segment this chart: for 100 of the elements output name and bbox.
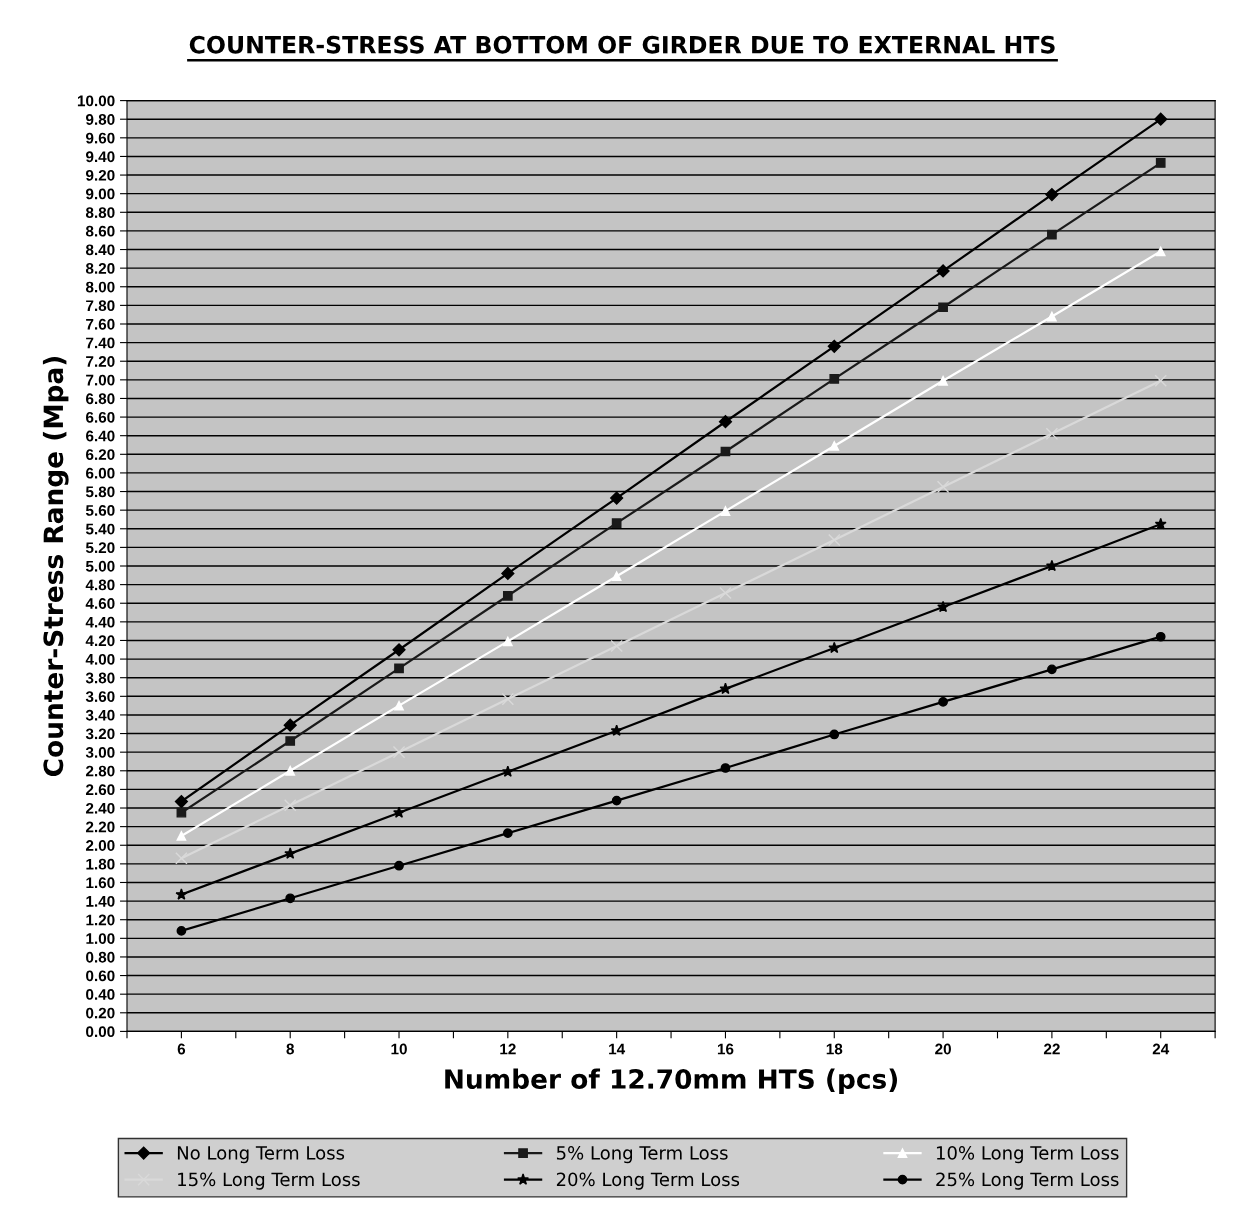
point [1045, 559, 1058, 572]
point [283, 718, 297, 732]
point [719, 586, 732, 600]
point [829, 374, 840, 384]
x-tick-label: 18 [826, 1043, 843, 1055]
point [611, 518, 622, 529]
point [829, 729, 840, 740]
y-tick-label: 7.80 [86, 300, 115, 312]
y-tick-label: 4.60 [85, 598, 115, 609]
point [610, 491, 624, 505]
y-tick-label: 1.60 [86, 877, 115, 889]
y-tick-label: 5.00 [85, 560, 115, 572]
point [176, 807, 187, 818]
y-tick-label: 5.60 [85, 505, 115, 516]
chart-title: COUNTER-STRESS AT BOTTOM OF GIRDER DUE TO EXTERNAL HTS [189, 35, 1055, 54]
y-tick-label: 1.00 [86, 933, 115, 945]
y-tick-label: 2.00 [85, 840, 115, 851]
point [175, 852, 188, 865]
legend-label: 20% Long Term Loss [556, 1172, 740, 1190]
y-tick-label: 6.20 [86, 449, 115, 460]
y-tick-label: 9.00 [85, 188, 115, 200]
y-tick-label: 6.40 [86, 430, 115, 442]
point [1155, 246, 1166, 257]
y-tick-label: 3.60 [85, 691, 115, 703]
point [502, 590, 513, 601]
y-tick-label: 0.80 [86, 951, 115, 963]
y-tick-label: 8.80 [85, 207, 115, 218]
y-tick-label: 10.00 [77, 95, 115, 107]
point [394, 700, 404, 711]
point [1154, 374, 1167, 388]
y-tick-label: 3.40 [85, 709, 115, 721]
legend-label: 25% Long Term Loss [936, 1172, 1119, 1190]
point [938, 375, 948, 386]
point [176, 831, 187, 841]
y-tick-label: 0.40 [86, 989, 115, 1000]
y-tick-label: 9.60 [85, 132, 115, 144]
y-tick-label: 8.20 [85, 263, 115, 274]
point [502, 828, 513, 839]
point [285, 736, 296, 746]
point [828, 533, 841, 547]
y-tick-label: 9.20 [85, 169, 115, 181]
point [611, 571, 622, 582]
y-tick-label: 0.20 [86, 1007, 115, 1019]
y-tick-label: 2.40 [85, 802, 115, 814]
y-tick-label: 3.20 [85, 728, 115, 740]
y-tick-label: 8.60 [85, 225, 115, 237]
y-tick-label: 3.00 [85, 747, 115, 758]
y-tick-label: 0.00 [86, 1026, 115, 1038]
x-axis-title: Number of 12.70mm HTS (pcs) [445, 1068, 898, 1095]
y-tick-label: 5.20 [85, 542, 115, 554]
legend-label: No Long Term Loss [177, 1146, 345, 1164]
point [1154, 112, 1168, 126]
x-tick-label: 20 [935, 1043, 951, 1055]
x-tick-label: 24 [1152, 1043, 1170, 1055]
point [610, 724, 623, 736]
point [285, 893, 296, 904]
y-tick-label: 8.40 [85, 244, 115, 256]
y-tick-label: 2.20 [85, 821, 115, 833]
point [394, 663, 404, 674]
y-tick-label: 6.60 [86, 411, 115, 423]
point [937, 600, 950, 613]
point [501, 692, 515, 706]
point [938, 697, 948, 707]
y-tick-label: 2.60 [85, 784, 115, 796]
y-tick-label: 3.80 [85, 672, 115, 684]
point [718, 415, 733, 429]
point [719, 682, 732, 695]
point [1045, 427, 1059, 441]
point [610, 639, 623, 653]
y-tick-label: 7.40 [86, 337, 115, 349]
y-tick-label: 6.80 [86, 393, 115, 405]
point [285, 765, 296, 776]
point [936, 480, 950, 494]
x-tick-label: 10 [391, 1043, 407, 1055]
y-tick-label: 8.00 [85, 281, 115, 293]
y-tick-label: 4.00 [85, 653, 115, 665]
point [392, 643, 406, 657]
point [938, 302, 948, 313]
point [1047, 311, 1057, 322]
point [1047, 229, 1057, 240]
y-tick-label: 0.60 [86, 970, 115, 982]
y-tick-label: 4.80 [85, 579, 115, 591]
legend-label: 15% Long Term Loss [178, 1172, 360, 1190]
point [394, 860, 404, 871]
point [720, 506, 731, 516]
point [501, 566, 515, 581]
point [720, 763, 731, 773]
y-tick-label: 2.80 [85, 765, 115, 777]
point [829, 441, 840, 451]
y-axis-title: Counter-Stress Range (Mpa) [42, 356, 69, 777]
point [174, 794, 188, 809]
y-tick-label: 1.20 [86, 914, 115, 926]
point [1045, 188, 1059, 202]
point [392, 745, 406, 759]
y-tick-label: 7.20 [86, 356, 115, 367]
x-tick-label: 14 [609, 1043, 626, 1055]
x-tick-label: 12 [500, 1043, 516, 1055]
y-tick-label: 4.40 [85, 616, 115, 628]
y-tick-label: 9.80 [85, 114, 115, 125]
point [283, 798, 297, 812]
